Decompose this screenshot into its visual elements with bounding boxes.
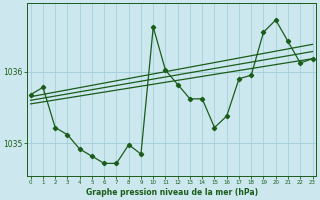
X-axis label: Graphe pression niveau de la mer (hPa): Graphe pression niveau de la mer (hPa): [85, 188, 258, 197]
